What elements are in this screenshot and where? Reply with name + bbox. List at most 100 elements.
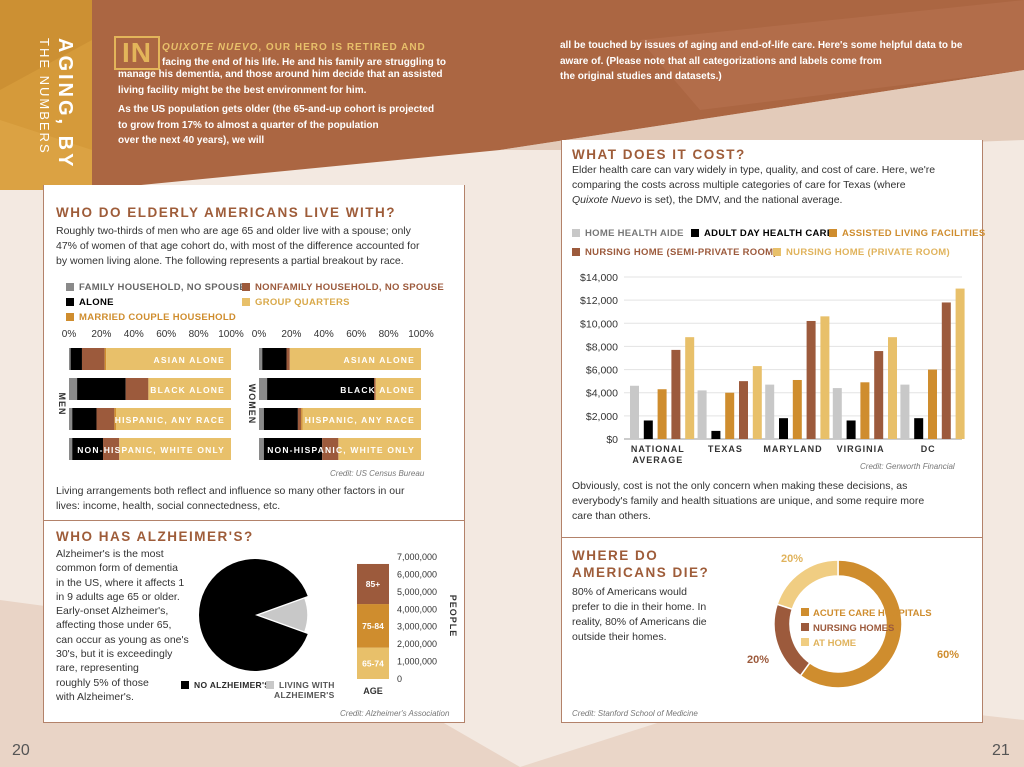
bar-segment [103, 438, 120, 460]
y-tick-label: $12,000 [580, 295, 618, 307]
legend-married-couple: MARRIED COUPLE HOUSEHOLD [66, 312, 236, 323]
intro-line: aware of. (Please note that all categori… [560, 55, 882, 67]
title-main: AGING, BY [54, 38, 76, 170]
cost-bar [914, 418, 924, 439]
legend-nonfamily-household: NONFAMILY HOUSEHOLD, NO SPOUSE [242, 282, 444, 293]
text-line: Living arrangements both reflect and inf… [56, 485, 405, 497]
living-description: Roughly two-thirds of men who are age 65… [56, 224, 456, 269]
where-die-title: WHERE DO AMERICANS DIE? [572, 547, 709, 581]
bar-segment [72, 408, 97, 430]
text-line: can occur as young as one's [56, 633, 189, 646]
x-tick-label: 100% [218, 329, 244, 340]
text-line: 47% of women of that age cohort do, with… [56, 240, 420, 252]
intro-line: the original studies and datasets.) [560, 71, 722, 82]
bar-segment [69, 378, 78, 400]
age-bar-segment [357, 647, 389, 679]
bar-segment [104, 348, 107, 370]
y-tick-label: $8,000 [586, 341, 618, 353]
intro-line: manage his dementia, and those around hi… [118, 69, 443, 80]
living-footer: Living arrangements both reflect and inf… [56, 484, 456, 514]
text-line: Roughly two-thirds of men who are age 65… [56, 225, 411, 237]
legend-swatch [266, 681, 274, 689]
text-line: 30's, but it is exceedingly [56, 648, 173, 661]
y-tick-label: 0 [397, 674, 402, 684]
bar-segment [259, 438, 264, 460]
bar-segment [263, 438, 323, 460]
cost-bar [941, 302, 951, 439]
y-tick-label: 7,000,000 [397, 552, 437, 562]
where-die-description: 80% of Americans would prefer to die in t… [572, 585, 732, 645]
category-label: TEXAS [708, 444, 743, 454]
cost-panel [561, 140, 983, 538]
page-title: AGING, BY THE NUMBERS [37, 36, 90, 186]
text-line: common form of dementia [56, 562, 178, 575]
category-label: NON-HISPANIC, WHITE ONLY [267, 445, 415, 455]
pie-slice-no-alzheimers [199, 559, 308, 671]
intro-lead-caps: , OUR HERO IS RETIRED AND [258, 42, 426, 53]
text-fragment: is set), the DMV, and the national avera… [641, 194, 843, 206]
side-label: MEN [57, 393, 67, 416]
y-tick-label: 5,000,000 [397, 587, 437, 597]
y-tick-label: 6,000,000 [397, 569, 437, 579]
category-label: MARYLAND [763, 444, 822, 454]
where-die-credit: Credit: Stanford School of Medicine [572, 709, 698, 718]
legend-swatch [242, 298, 250, 306]
men-living-chart: 0% 20% 40% 60% 80% 100% ASIAN ALONE BLACK ALONE… [57, 329, 244, 460]
intro-line: over the next 40 years), we will [118, 135, 265, 146]
x-tick-label: 20% [281, 329, 301, 340]
legend-swatch [801, 608, 809, 616]
title-sub: THE NUMBERS [37, 38, 52, 155]
bar-segment [259, 378, 268, 400]
cost-bar [685, 337, 695, 439]
y-tick-label: 4,000,000 [397, 604, 437, 614]
italic-title: Quixote Nuevo [572, 194, 642, 206]
cost-legend-item: HOME HEALTH AIDE [572, 228, 684, 239]
side-label: WOMEN [247, 384, 257, 425]
x-tick-label: 100% [408, 329, 434, 340]
cost-bar [739, 381, 748, 439]
cost-bar [725, 392, 735, 439]
y-tick-label: 1,000,000 [397, 657, 437, 667]
bar-segment [72, 438, 104, 460]
legend-alone: ALONE [66, 297, 114, 308]
cost-bar [697, 390, 707, 439]
intro-line: all be touched by issues of aging and en… [560, 40, 963, 51]
cost-bar [888, 337, 897, 439]
legend-swatch [801, 623, 809, 631]
pie-slice-alzheimers [259, 598, 308, 632]
text-line: in the US, where it affects 1 [56, 576, 185, 589]
text-line: 80% of Americans would [572, 586, 687, 598]
cost-bar [820, 316, 830, 439]
cost-credit: Credit: Genworth Financial [860, 462, 955, 471]
donut-segment [799, 559, 903, 689]
legend-swatch [181, 681, 189, 689]
cost-bar [806, 320, 816, 439]
title-line: WHERE DO [572, 548, 659, 563]
bar-segment [114, 408, 116, 430]
category-label: NON-HISPANIC, WHITE ONLY [77, 445, 225, 455]
legend-label: ASSISTED LIVING FACILITIES [842, 228, 986, 239]
legend-label: NURSING HOME (PRIVATE ROOM) [786, 247, 950, 258]
intro-line: to grow from 17% to almost a quarter of … [118, 119, 379, 131]
alzheimers-description: Alzheimer's is the most common form of de… [56, 547, 206, 704]
alzheimers-credit: Credit: Alzheimer's Association [340, 709, 450, 718]
legend-swatch [572, 248, 580, 256]
text-line: in 9 adults age 65 or older. [56, 590, 180, 603]
y-tick-label: 2,000,000 [397, 639, 437, 649]
category-label: HISPANIC, ANY RACE [115, 415, 225, 425]
intro-paragraph-right: all be touched by issues of aging and en… [560, 38, 1000, 85]
cost-bar [928, 369, 937, 439]
cost-title: WHAT DOES IT COST? [572, 147, 746, 162]
x-tick-label: 20% [91, 329, 111, 340]
cost-bar-chart: $0 $2,000 $4,000 $6,000 $8,000 $10,000 $12,000… [580, 272, 965, 465]
x-axis-label: AGE [363, 686, 383, 696]
bar-segment [259, 408, 264, 430]
x-tick-label: 80% [189, 329, 209, 340]
cost-bar [860, 382, 870, 439]
legend-swatch [829, 229, 837, 237]
alzheimers-pie-chart [199, 559, 308, 671]
drop-cap: IN [114, 36, 160, 70]
legend-label: NURSING HOME (SEMI-PRIVATE ROOM) [585, 247, 777, 258]
bar-segment [259, 348, 263, 370]
bar-segment [96, 408, 115, 430]
